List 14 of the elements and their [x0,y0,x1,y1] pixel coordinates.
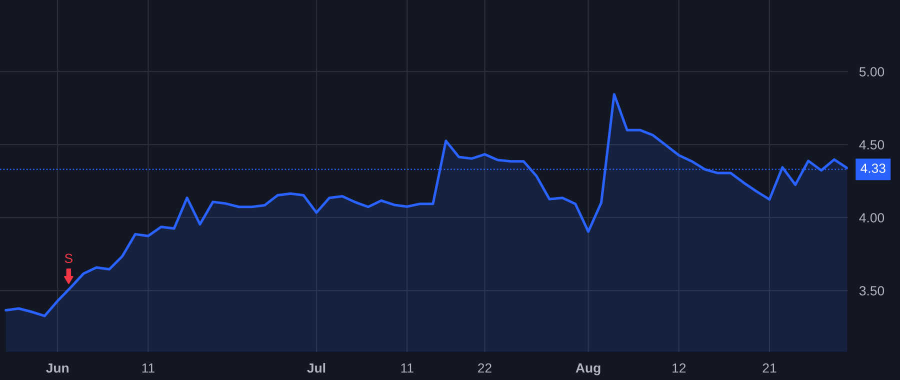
x-tick-label: Jul [307,362,326,373]
x-tick-label: 12 [672,363,686,373]
annotation: S [64,254,72,264]
x-tick-label: Jun [46,363,69,373]
y-tick-label: 4.50 [859,140,884,150]
x-tick-label: 11 [401,363,414,373]
y-tick-label: 4.00 [859,213,884,222]
x-tick-label: 22 [478,363,492,373]
y-tick-label: 5.00 [859,67,884,76]
x-tick-label: 21 [762,363,776,373]
x-tick-label: 11 [142,363,154,373]
ref-line-label: 4.33 [860,164,886,173]
y-tick-label: 3.50 [859,286,884,296]
x-tick-label: Aug [576,363,600,376]
